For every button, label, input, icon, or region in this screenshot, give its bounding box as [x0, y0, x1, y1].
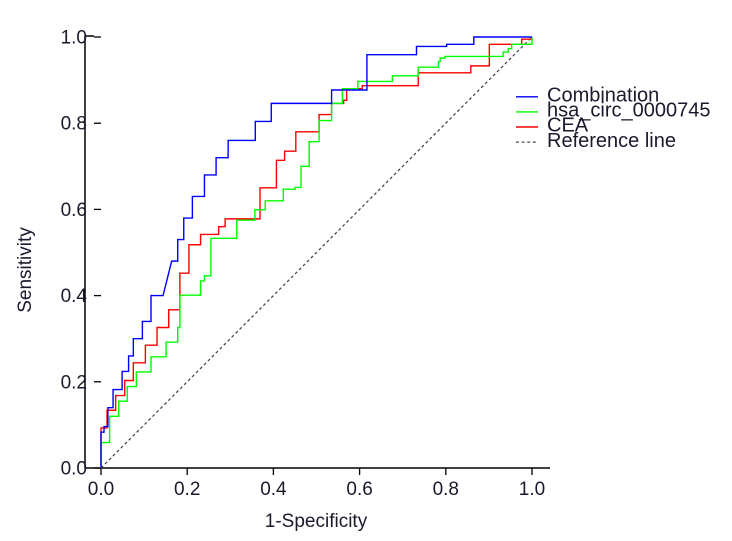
svg-text:1-Specificity: 1-Specificity — [265, 511, 368, 532]
svg-text:0.4: 0.4 — [260, 479, 287, 500]
svg-text:Sensitivity: Sensitivity — [15, 227, 36, 313]
svg-text:Reference line: Reference line — [547, 130, 676, 152]
svg-text:0.4: 0.4 — [61, 286, 88, 307]
svg-text:0.0: 0.0 — [88, 479, 114, 500]
svg-text:0.6: 0.6 — [61, 200, 87, 221]
svg-text:1.0: 1.0 — [519, 479, 545, 500]
svg-text:0.8: 0.8 — [433, 479, 459, 500]
svg-text:1.0: 1.0 — [61, 28, 87, 49]
svg-text:0.0: 0.0 — [61, 459, 87, 480]
svg-text:0.8: 0.8 — [61, 114, 87, 135]
svg-text:0.2: 0.2 — [174, 479, 200, 500]
svg-text:0.6: 0.6 — [346, 479, 372, 500]
svg-text:0.2: 0.2 — [61, 372, 87, 393]
